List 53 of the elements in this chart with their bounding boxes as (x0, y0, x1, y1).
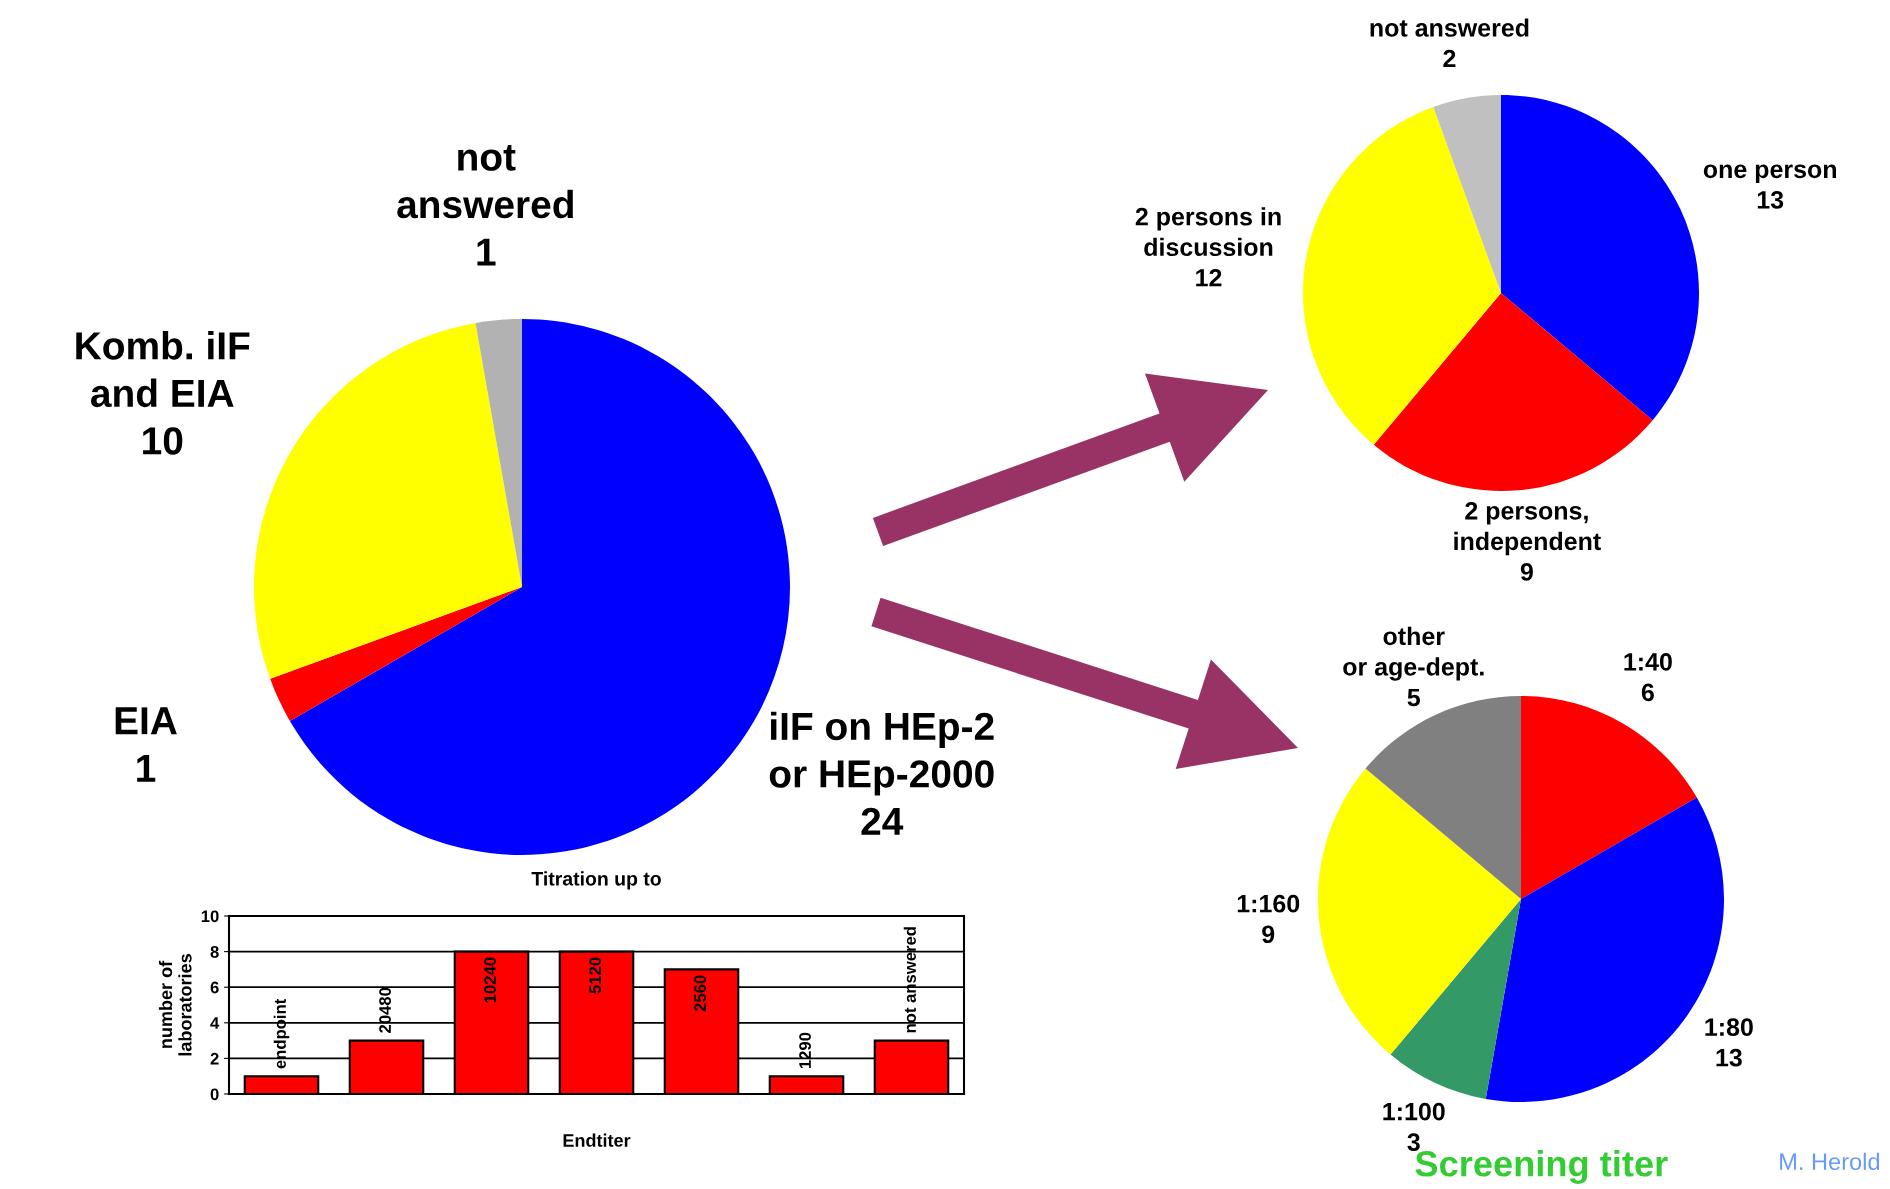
slice-label: 1:80 (1705, 1018, 1753, 1036)
data-label: 10 (143, 427, 183, 455)
slice-label: Komb. iIF and EIA (76, 331, 250, 408)
data-label: 13 (1757, 191, 1784, 209)
x-tick-label: 5120 (589, 957, 601, 994)
pie-slice (1303, 106, 1501, 445)
data-label: 12 (1196, 268, 1222, 287)
pie-slice (1373, 293, 1653, 491)
pie-slice (475, 319, 522, 587)
data-label: 24 (861, 807, 904, 835)
y-tick-label: 2 (210, 1052, 219, 1065)
slice-label: not answered (1370, 18, 1529, 37)
data-label: 9 (1262, 925, 1275, 944)
slice-label: 2 persons in discussion (1135, 207, 1281, 257)
data-label: 13 (1716, 1048, 1742, 1067)
pie-slice (1318, 768, 1521, 1055)
pie-slice (1433, 95, 1501, 293)
slice-label: other or age-dept. (1343, 626, 1484, 681)
slice-label: one person (1703, 164, 1836, 184)
slice-label: not answered (397, 145, 573, 219)
x-tick-label: 20480 (379, 987, 391, 1033)
x-tick-label: 1290 (799, 1032, 811, 1069)
y-tick-label: 6 (210, 981, 219, 994)
slice-label: EIA (115, 707, 177, 735)
x-tick-label: endpoint (273, 998, 290, 1069)
y-tick-label: 4 (210, 1017, 220, 1029)
data-label: 6 (1641, 683, 1654, 702)
data-label: 2 (1443, 49, 1456, 68)
y-tick-label: 10 (201, 910, 219, 923)
slice-label: 1:160 (1237, 894, 1300, 913)
data-label: 9 (1520, 563, 1533, 581)
x-axis-title: Endtiter (563, 1133, 631, 1147)
data-label: 1 (137, 754, 156, 782)
y-tick-label: 8 (210, 946, 219, 958)
y-tick-label: 0 (210, 1088, 219, 1101)
pie-slice (270, 587, 522, 721)
x-tick-label: 2560 (694, 975, 706, 1012)
data-label: 1 (477, 238, 496, 266)
y-axis-title: number of laboratories (158, 954, 192, 1056)
x-tick-label: 10240 (484, 957, 496, 1003)
text: Screening titer (1415, 1149, 1668, 1184)
text: M. Herold (1780, 1152, 1880, 1171)
pie-slice (254, 323, 522, 679)
pie-slice (1501, 95, 1699, 421)
slice-label: iIF on HEp-2 or HEp-2000 (769, 711, 994, 796)
data-label: 3 (1407, 1133, 1420, 1151)
slice-label: 2 persons, independent (1454, 501, 1601, 556)
pie-slice (1390, 899, 1521, 1099)
data-label: 5 (1407, 688, 1421, 707)
chart-title: Titration up to (531, 871, 661, 890)
slice-label: 1:100 (1383, 1102, 1445, 1121)
x-tick-label: not answered (903, 927, 916, 1033)
slice-label: 1:40 (1624, 652, 1672, 671)
